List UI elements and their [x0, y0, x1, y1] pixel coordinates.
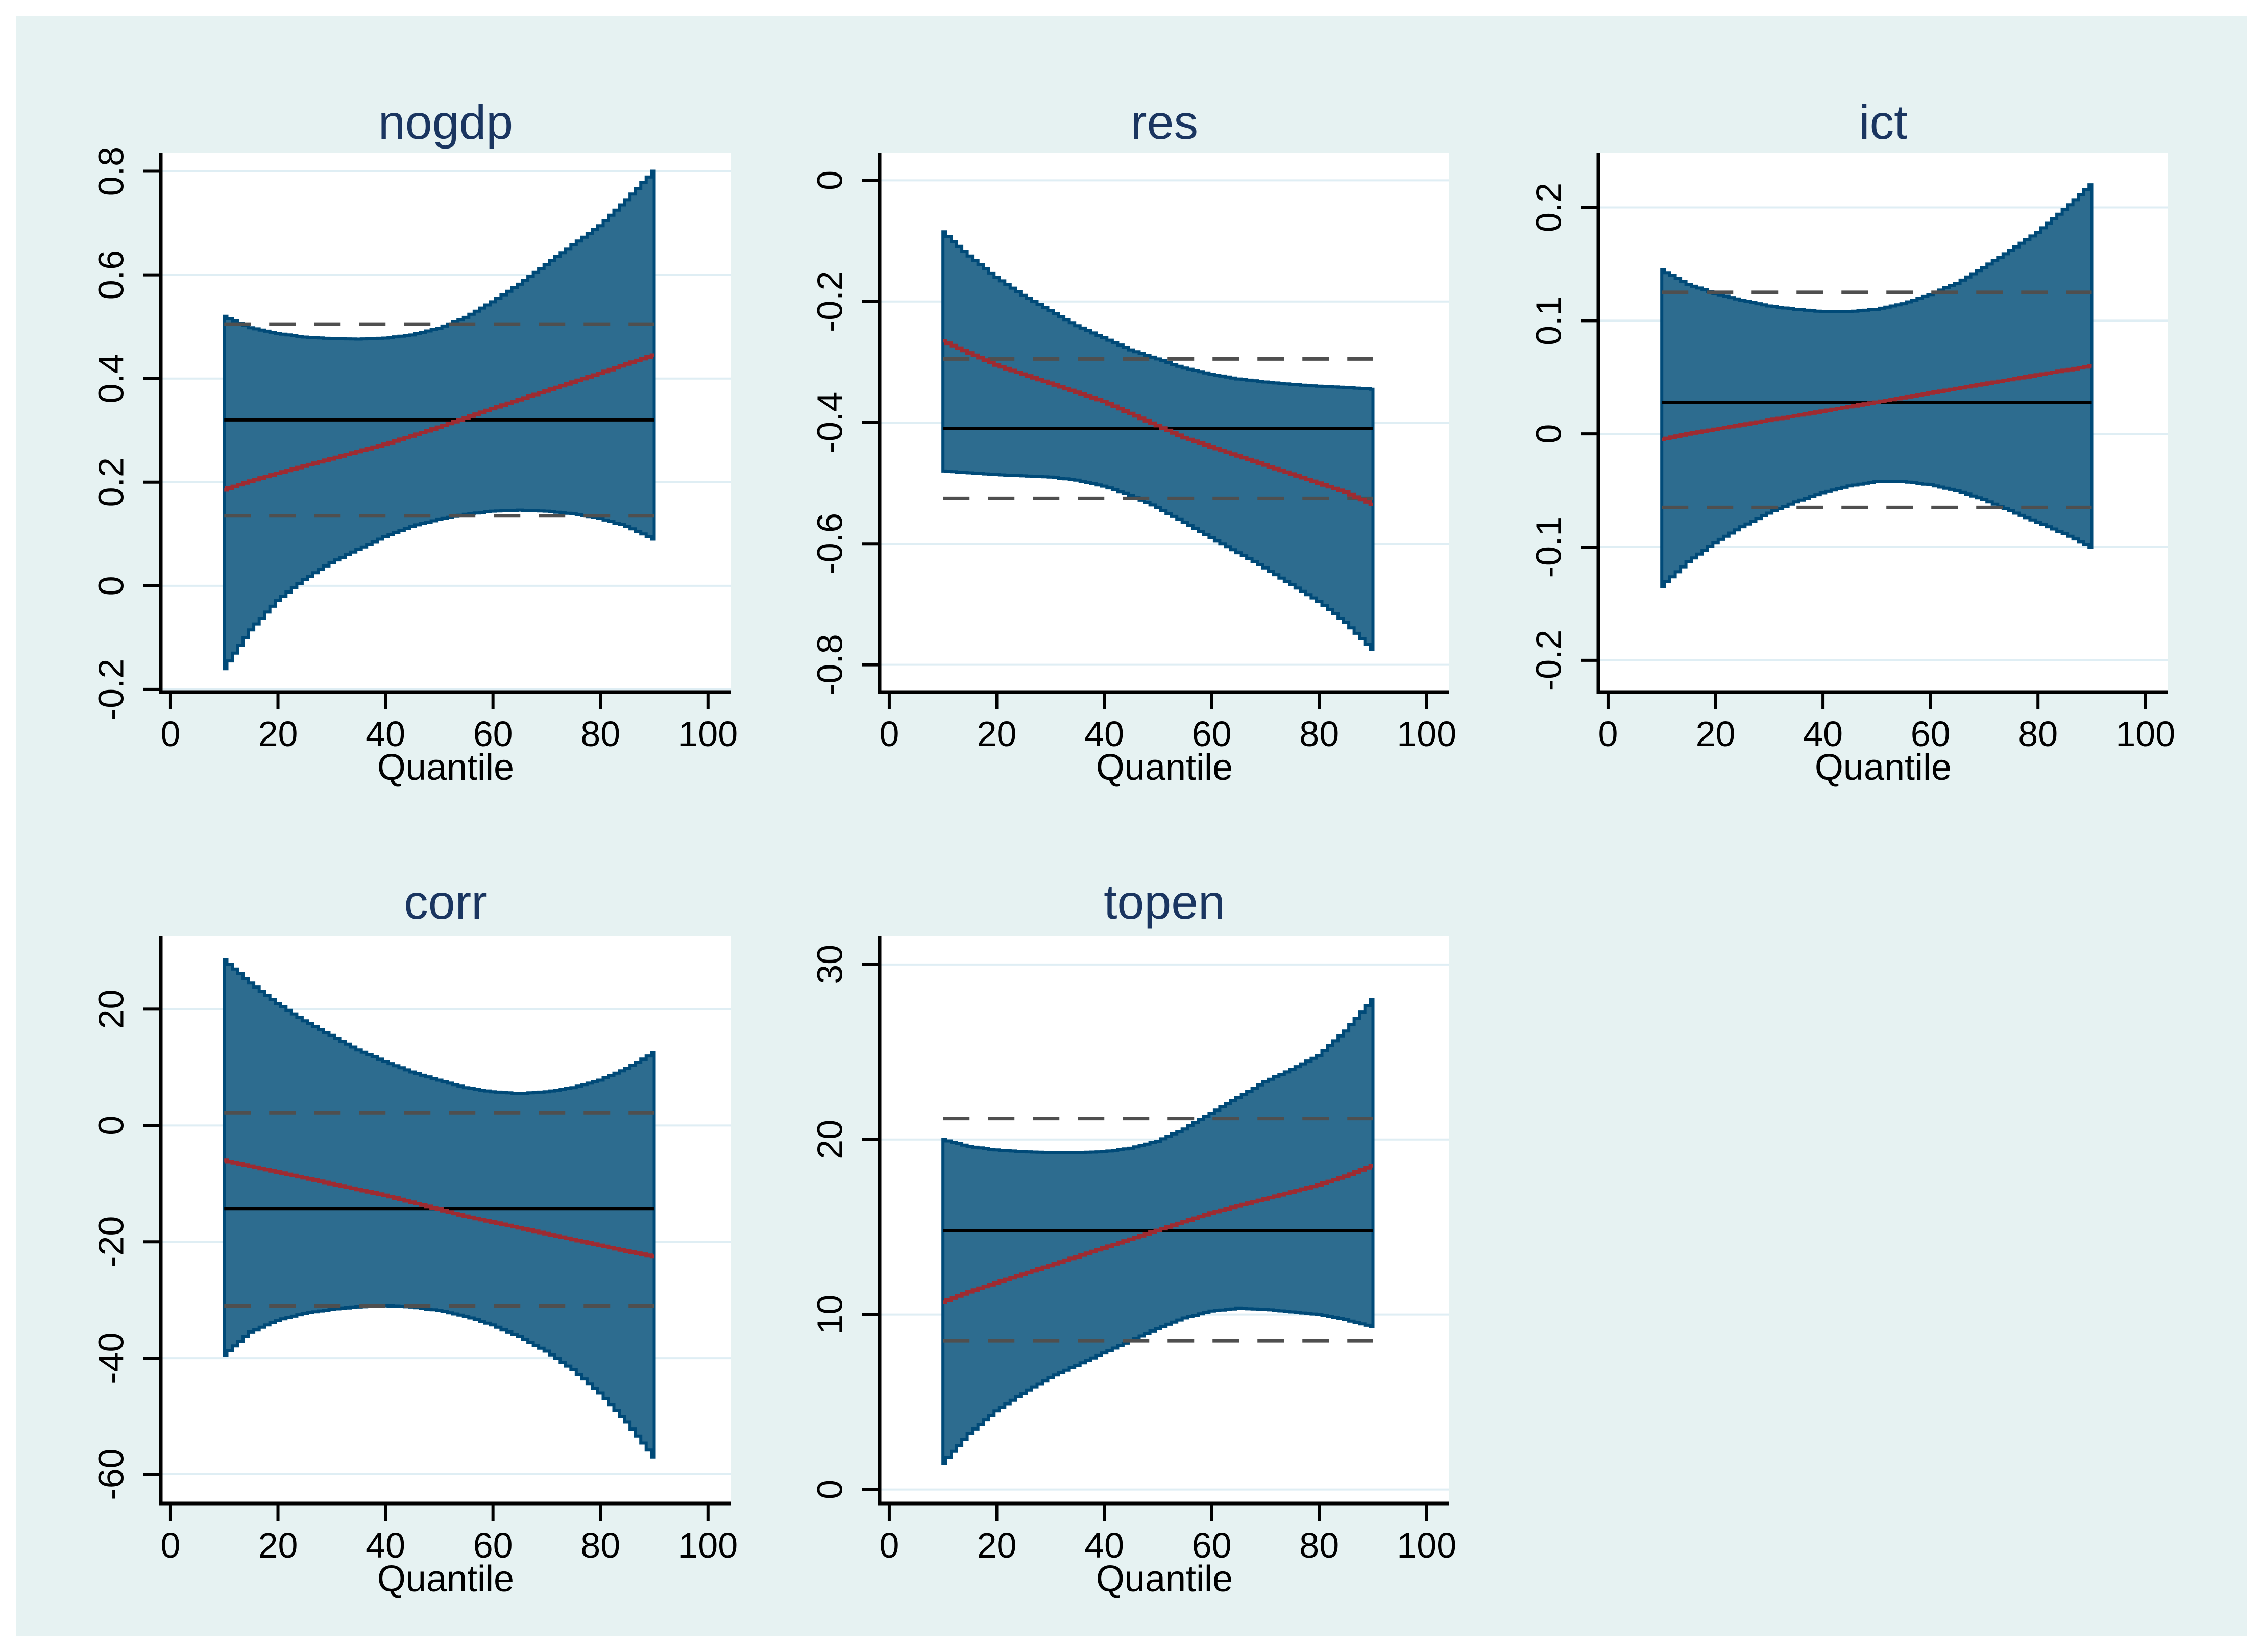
panel-ict: 0.2 0.1 0 -0.1 -0.2 0 20 40 60 80 100 ict Quantile	[1528, 95, 2175, 788]
panel-corr: 20 0 -20 -40 -60 0 20 40 60 80 100 corr Quantile	[91, 875, 738, 1599]
panel-title: res	[1131, 95, 1198, 150]
panel-title: nogdp	[378, 95, 513, 150]
y-tick-label: -0.8	[810, 634, 849, 696]
y-tick-label: 0	[91, 576, 131, 596]
x-tick-label: 100	[678, 1525, 738, 1565]
x-tick-label: 60	[1192, 1525, 1232, 1565]
x-axis-label: Quantile	[1096, 747, 1233, 788]
confidence-band	[1660, 183, 2094, 588]
y-tick-label: 0	[810, 1480, 849, 1499]
y-tick-label: 20	[810, 1120, 849, 1160]
quantile-line	[943, 339, 1373, 506]
x-tick-label: 20	[977, 1525, 1017, 1565]
y-tick-label: -0.4	[810, 392, 849, 454]
x-tick-label: 100	[2115, 714, 2175, 754]
x-tick-label: 40	[1084, 1525, 1124, 1565]
x-axis-label: Quantile	[377, 1559, 514, 1599]
x-tick-label: 40	[366, 1525, 405, 1565]
panel-res: 0 -0.2 -0.4 -0.6 -0.8 0 20 40 60 80 100 res Quantile	[810, 95, 1456, 788]
x-tick-label: 80	[580, 714, 620, 754]
y-tick-label: 30	[810, 945, 849, 984]
y-tick-label: 20	[91, 989, 131, 1029]
x-axis-label: Quantile	[1096, 1559, 1233, 1599]
panel-title: corr	[404, 875, 488, 929]
y-tick-label: -0.2	[1528, 630, 1568, 692]
x-tick-label: 0	[1598, 714, 1618, 754]
x-axis-label: Quantile	[377, 747, 514, 788]
y-tick-label: 0.4	[91, 354, 131, 403]
x-tick-label: 40	[366, 714, 405, 754]
quantile-line	[943, 1164, 1373, 1304]
y-tick-label: 0.8	[91, 146, 131, 196]
x-tick-label: 60	[473, 714, 513, 754]
x-tick-label: 100	[678, 714, 738, 754]
quantile-line	[1662, 364, 2092, 441]
y-tick-label: 0.1	[1528, 296, 1568, 346]
quantile-line	[224, 353, 654, 492]
y-tick-label: 0	[810, 170, 849, 190]
y-tick-label: -0.2	[810, 270, 849, 332]
x-tick-label: 0	[160, 714, 180, 754]
x-tick-label: 20	[258, 1525, 298, 1565]
x-tick-label: 80	[580, 1525, 620, 1565]
panel-nogdp: 0.8 0.6 0.4 0.2 0 -0.2 0 20 40 60 80 100 nogdp Quanti…	[91, 95, 738, 788]
y-tick-label: 0	[1528, 424, 1568, 444]
quantile-line	[224, 1158, 654, 1259]
x-tick-label: 60	[1911, 714, 1951, 754]
x-tick-label: 20	[977, 714, 1017, 754]
x-tick-label: 20	[258, 714, 298, 754]
confidence-band	[941, 230, 1375, 651]
panel-title: topen	[1104, 875, 1225, 929]
x-tick-label: 80	[2018, 714, 2058, 754]
x-tick-label: 0	[879, 1525, 899, 1565]
y-tick-label: 0.2	[1528, 183, 1568, 232]
x-tick-label: 40	[1803, 714, 1843, 754]
x-tick-label: 100	[1397, 714, 1456, 754]
y-tick-label: 0.2	[91, 457, 131, 507]
y-tick-label: -0.1	[1528, 516, 1568, 578]
x-tick-label: 0	[160, 1525, 180, 1565]
x-tick-label: 100	[1397, 1525, 1456, 1565]
y-tick-label: 0	[91, 1116, 131, 1136]
y-tick-label: -0.6	[810, 513, 849, 575]
y-tick-label: -40	[91, 1333, 131, 1384]
y-tick-label: 0.6	[91, 250, 131, 300]
x-tick-label: 60	[473, 1525, 513, 1565]
x-tick-label: 0	[879, 714, 899, 754]
y-tick-label: -60	[91, 1448, 131, 1500]
x-tick-label: 60	[1192, 714, 1232, 754]
y-tick-label: -20	[91, 1216, 131, 1268]
panel-title: ict	[1859, 95, 1908, 150]
y-tick-label: 10	[810, 1295, 849, 1335]
y-tick-label: -0.2	[91, 659, 131, 721]
x-tick-label: 80	[1299, 1525, 1339, 1565]
x-axis-label: Quantile	[1815, 747, 1952, 788]
x-tick-label: 20	[1696, 714, 1736, 754]
x-tick-label: 80	[1299, 714, 1339, 754]
x-tick-label: 40	[1084, 714, 1124, 754]
